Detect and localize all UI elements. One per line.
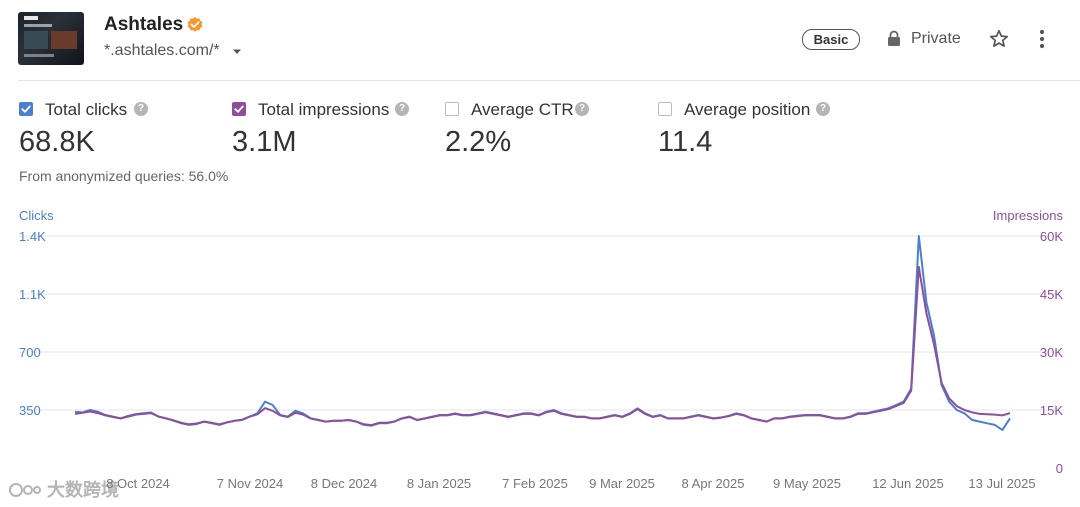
performance-chart[interactable]: 350 700 1.1K 1.4K 0 15K 30K 45K 60K 8 Oct 2024 7 N… bbox=[0, 225, 1080, 507]
total-clicks-label: Total clicks bbox=[45, 100, 128, 119]
header-divider bbox=[18, 80, 1080, 81]
site-header: Ashtales *.ashtales.com/* Basic Private bbox=[0, 0, 1080, 80]
verified-badge-icon bbox=[187, 17, 203, 32]
star-icon[interactable] bbox=[989, 29, 1009, 49]
anonymized-queries-note: From anonymized queries: 56.0% bbox=[19, 168, 229, 184]
more-vertical-icon[interactable] bbox=[1034, 29, 1050, 49]
x-axis-tick-label: 12 Jun 2025 bbox=[872, 476, 944, 491]
help-icon[interactable]: ? bbox=[134, 102, 148, 116]
impressions-series-line bbox=[74, 265, 1011, 427]
clicks-series-line bbox=[74, 235, 1011, 431]
watermark-logo-icon bbox=[9, 483, 41, 497]
right-axis-tick-label: 30K bbox=[1040, 345, 1063, 360]
help-icon[interactable]: ? bbox=[395, 102, 409, 116]
left-axis-tick-label: 1.1K bbox=[19, 287, 46, 302]
left-axis-tick-label: 1.4K bbox=[19, 229, 46, 244]
average-ctr-checkbox[interactable] bbox=[445, 102, 459, 116]
site-domain[interactable]: *.ashtales.com/* bbox=[104, 42, 220, 59]
average-position-checkbox[interactable] bbox=[658, 102, 672, 116]
privacy-status[interactable]: Private bbox=[911, 30, 961, 47]
left-axis-tick-label: 700 bbox=[19, 345, 41, 360]
caret-down-icon[interactable] bbox=[232, 48, 242, 56]
right-axis-tick-label: 45K bbox=[1040, 287, 1063, 302]
watermark-text: 大数跨境 bbox=[47, 480, 120, 500]
x-axis-tick-label: 7 Feb 2025 bbox=[502, 476, 568, 491]
x-axis-tick-label: 8 Dec 2024 bbox=[311, 476, 378, 491]
right-axis-tick-label: 15K bbox=[1040, 403, 1063, 418]
x-axis-tick-label: 8 Apr 2025 bbox=[682, 476, 745, 491]
help-icon[interactable]: ? bbox=[575, 102, 589, 116]
right-axis-tick-label: 60K bbox=[1040, 229, 1063, 244]
total-impressions-value: 3.1M bbox=[232, 126, 297, 158]
left-axis-title: Clicks bbox=[19, 208, 54, 223]
x-axis-tick-label: 9 Mar 2025 bbox=[589, 476, 655, 491]
x-axis-tick-label: 13 Jul 2025 bbox=[968, 476, 1035, 491]
site-name[interactable]: Ashtales bbox=[104, 14, 184, 35]
right-axis-tick-label: 0 bbox=[1056, 461, 1063, 476]
x-axis-tick-label: 8 Oct 2024 bbox=[106, 476, 170, 491]
right-axis-title: Impressions bbox=[992, 208, 1063, 223]
x-axis-tick-label: 9 May 2025 bbox=[773, 476, 841, 491]
x-axis-tick-label: 8 Jan 2025 bbox=[407, 476, 471, 491]
x-axis-tick-label: 7 Nov 2024 bbox=[217, 476, 284, 491]
total-clicks-checkbox[interactable] bbox=[19, 102, 33, 116]
lock-icon bbox=[888, 30, 900, 46]
total-impressions-label: Total impressions bbox=[258, 100, 390, 119]
site-thumbnail[interactable] bbox=[18, 12, 84, 65]
left-axis-tick-label: 350 bbox=[19, 403, 41, 418]
average-ctr-value: 2.2% bbox=[445, 126, 512, 158]
total-impressions-checkbox[interactable] bbox=[232, 102, 246, 116]
average-position-value: 11.4 bbox=[658, 126, 713, 158]
watermark: 大数跨境 bbox=[8, 476, 119, 502]
average-ctr-label: Average CTR bbox=[471, 100, 574, 119]
plan-badge: Basic bbox=[802, 29, 860, 50]
help-icon[interactable]: ? bbox=[816, 102, 830, 116]
total-clicks-value: 68.8K bbox=[19, 126, 95, 158]
average-position-label: Average position bbox=[684, 100, 811, 119]
